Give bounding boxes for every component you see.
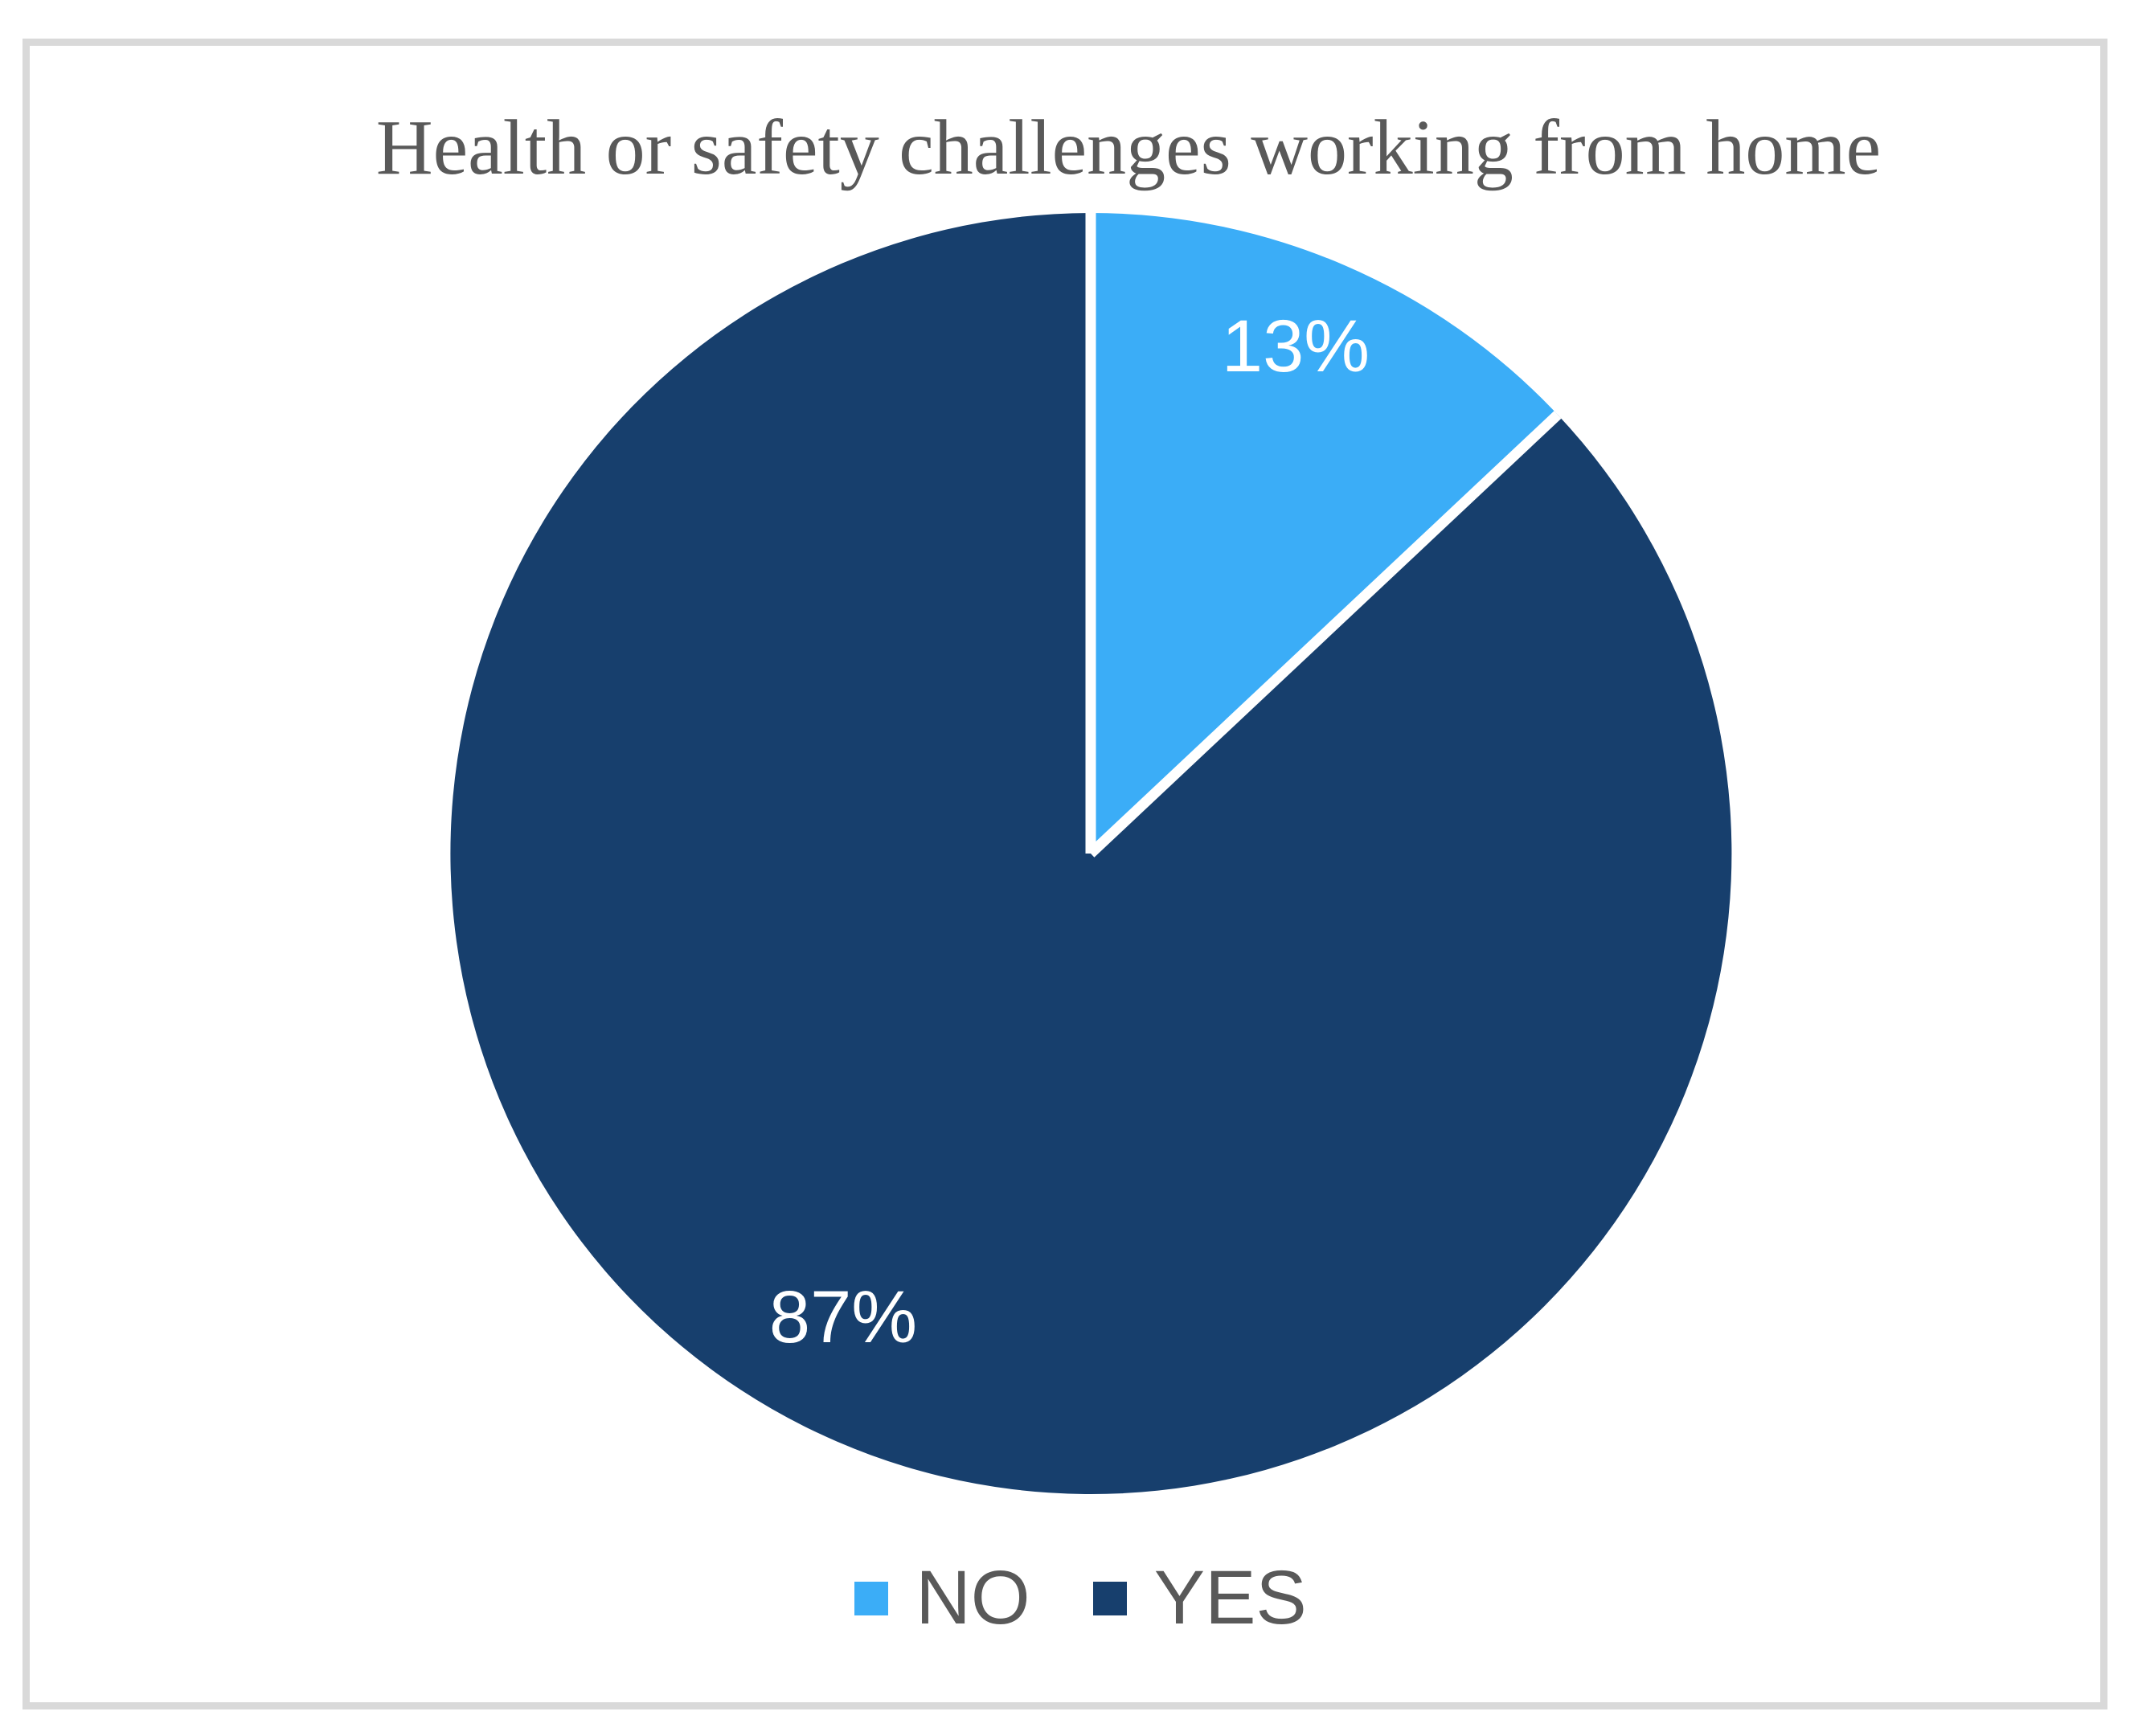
chart-title: Health or safety challenges working from…	[375, 104, 1882, 191]
data-label-yes: 87%	[768, 1276, 918, 1358]
legend-label-no: NO	[915, 1555, 1030, 1640]
legend-swatch-yes	[1092, 1581, 1127, 1615]
data-label-no: 13%	[1221, 305, 1370, 387]
legend-swatch-no-rect	[854, 1581, 889, 1615]
pie-slice-no	[1091, 212, 1558, 854]
legend-item-yes: YES	[1092, 1555, 1307, 1640]
slice-separator-diagonal	[1087, 411, 1562, 858]
legend: NO YES	[14, 1560, 2134, 1636]
legend-swatch-yes-rect	[1092, 1581, 1127, 1615]
legend-swatch-no	[854, 1581, 889, 1615]
legend-item-no: NO	[854, 1560, 1030, 1636]
legend-label-yes: YES	[1153, 1555, 1307, 1640]
